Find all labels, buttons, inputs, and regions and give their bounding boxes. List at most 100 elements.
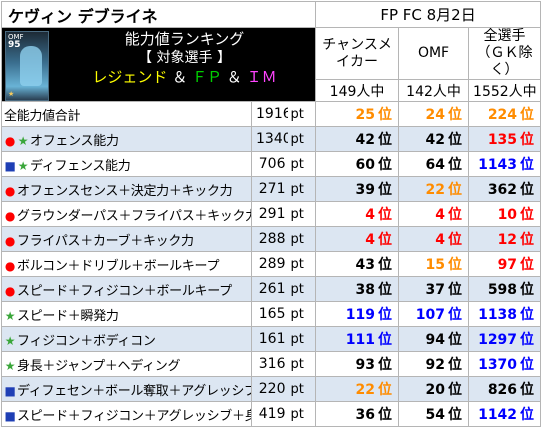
row-unit: pt bbox=[287, 201, 317, 227]
amp-2: ＆ bbox=[226, 68, 242, 86]
rank-suffix: 位 bbox=[520, 257, 535, 273]
row-label-cell: ● グラウンダーパス＋フライパス＋キック力 bbox=[1, 201, 252, 227]
rank-number: 12 bbox=[497, 232, 518, 248]
player-silhouette bbox=[20, 46, 42, 86]
square-bullet-icon: ■ bbox=[4, 408, 16, 423]
rank-chance-maker: 60 位 bbox=[315, 151, 400, 177]
row-value: 316 bbox=[251, 351, 288, 377]
table-row: ■ディフェセン＋ボール奪取＋アグレッシブ 220 pt 22 位 20 位 826 位 bbox=[1, 376, 541, 402]
circle-bullet-icon: ● bbox=[4, 258, 16, 273]
row-label-cell: ● オフェンスセンス＋決定力＋キック力 bbox=[1, 176, 252, 202]
row-label: ボルコン＋ドリブル＋ボールキープ bbox=[17, 258, 220, 274]
row-label-cell: ● スピード＋フィジコン＋ボールキープ bbox=[1, 276, 252, 302]
rank-suffix: 位 bbox=[520, 407, 535, 423]
col-header-chance-maker: チャンスメイカー bbox=[315, 27, 400, 80]
rank-number: 25 bbox=[355, 107, 376, 123]
square-bullet-icon: ■ bbox=[4, 383, 16, 398]
rank-suffix: 位 bbox=[378, 407, 393, 423]
row-label-cell: ★ スピード＋瞬発力 bbox=[1, 301, 252, 327]
rank-omf: 64 位 bbox=[398, 151, 470, 177]
rank-number: 119 bbox=[345, 307, 376, 323]
rank-suffix: 位 bbox=[448, 182, 463, 198]
rank-chance-maker: 38 位 bbox=[315, 276, 400, 302]
rank-all-players: 97 位 bbox=[468, 251, 541, 277]
table-row: ● ボルコン＋ドリブル＋ボールキープ 289 pt 43 位 15 位 97 位 bbox=[1, 251, 541, 277]
circle-bullet-icon: ● bbox=[4, 183, 16, 198]
rank-suffix: 位 bbox=[448, 207, 463, 223]
rank-suffix: 位 bbox=[520, 382, 535, 398]
rank-number: 4 bbox=[435, 232, 446, 248]
row-label: 全能力値合計 bbox=[4, 108, 81, 124]
rank-number: 224 bbox=[487, 107, 518, 123]
rank-suffix: 位 bbox=[520, 332, 535, 348]
legend-label: レジェンド bbox=[92, 68, 168, 86]
card-position: OMF bbox=[8, 33, 24, 41]
rank-number: 598 bbox=[487, 282, 518, 298]
rank-number: 10 bbox=[497, 207, 518, 223]
star-bullet-icon: ★ bbox=[4, 333, 16, 348]
player-card-image: OMF 95 ★ bbox=[5, 31, 49, 101]
rank-omf: 42 位 bbox=[398, 126, 470, 152]
rank-suffix: 位 bbox=[378, 257, 393, 273]
col-header-omf: OMF bbox=[398, 27, 470, 80]
rank-number: 43 bbox=[355, 257, 376, 273]
rank-omf: 20 位 bbox=[398, 376, 470, 402]
row-label-cell: ■スピード＋フィジコン＋アグレッシブ＋身長 bbox=[1, 401, 252, 427]
rank-suffix: 位 bbox=[520, 132, 535, 148]
rank-all-players: 12 位 bbox=[468, 226, 541, 252]
rank-all-players: 1142 位 bbox=[468, 401, 541, 427]
star-bullet-icon: ★ bbox=[17, 158, 29, 173]
row-value: 706 bbox=[251, 151, 288, 177]
rank-number: 42 bbox=[425, 132, 446, 148]
row-unit: pt bbox=[287, 401, 317, 427]
rank-number: 135 bbox=[487, 132, 518, 148]
row-label-cell: ● ボルコン＋ドリブル＋ボールキープ bbox=[1, 251, 252, 277]
col-count-omf: 142人中 bbox=[398, 79, 470, 102]
rank-suffix: 位 bbox=[520, 232, 535, 248]
rank-suffix: 位 bbox=[520, 282, 535, 298]
rank-number: 97 bbox=[497, 257, 518, 273]
rank-all-players: 10 位 bbox=[468, 201, 541, 227]
row-unit: pt bbox=[287, 101, 317, 127]
rank-suffix: 位 bbox=[448, 282, 463, 298]
row-label: 身長＋ジャンプ＋ヘディング bbox=[17, 358, 181, 374]
rank-chance-maker: 119 位 bbox=[315, 301, 400, 327]
rank-number: 826 bbox=[487, 382, 518, 398]
row-label-cell: ■ ★ ディフェンス能力 bbox=[1, 151, 252, 177]
rank-number: 4 bbox=[365, 232, 376, 248]
rank-suffix: 位 bbox=[448, 257, 463, 273]
table-row: ■スピード＋フィジコン＋アグレッシブ＋身長 419 pt 36 位 54 位 1142 位 bbox=[1, 401, 541, 427]
rank-number: 1138 bbox=[478, 307, 518, 323]
row-label-cell: ● ★ オフェンス能力 bbox=[1, 126, 252, 152]
rank-suffix: 位 bbox=[520, 107, 535, 123]
rank-all-players: 1297 位 bbox=[468, 326, 541, 352]
table-row: ★ 身長＋ジャンプ＋ヘディング 316 pt 93 位 92 位 1370 位 bbox=[1, 351, 541, 377]
rank-number: 22 bbox=[425, 182, 446, 198]
rank-number: 38 bbox=[355, 282, 376, 298]
row-value: 220 bbox=[251, 376, 288, 402]
rank-suffix: 位 bbox=[520, 207, 535, 223]
rank-all-players: 224 位 bbox=[468, 101, 541, 127]
rank-suffix: 位 bbox=[520, 157, 535, 173]
rank-omf: 24 位 bbox=[398, 101, 470, 127]
rank-omf: 92 位 bbox=[398, 351, 470, 377]
row-label: オフェンス能力 bbox=[30, 133, 119, 149]
rank-all-players: 598 位 bbox=[468, 276, 541, 302]
rank-suffix: 位 bbox=[378, 132, 393, 148]
rank-number: 94 bbox=[425, 332, 446, 348]
row-unit: pt bbox=[287, 376, 317, 402]
row-label: フライパス＋カーブ＋キック力 bbox=[17, 233, 194, 249]
row-value: 291 bbox=[251, 201, 288, 227]
rank-number: 1142 bbox=[478, 407, 518, 423]
rank-suffix: 位 bbox=[378, 282, 393, 298]
col-count-all-players: 1552人中 bbox=[468, 79, 541, 102]
rank-suffix: 位 bbox=[448, 382, 463, 398]
rank-suffix: 位 bbox=[448, 107, 463, 123]
rank-omf: 94 位 bbox=[398, 326, 470, 352]
rank-all-players: 135 位 bbox=[468, 126, 541, 152]
rank-all-players: 826 位 bbox=[468, 376, 541, 402]
rank-chance-maker: 111 位 bbox=[315, 326, 400, 352]
rank-suffix: 位 bbox=[378, 232, 393, 248]
